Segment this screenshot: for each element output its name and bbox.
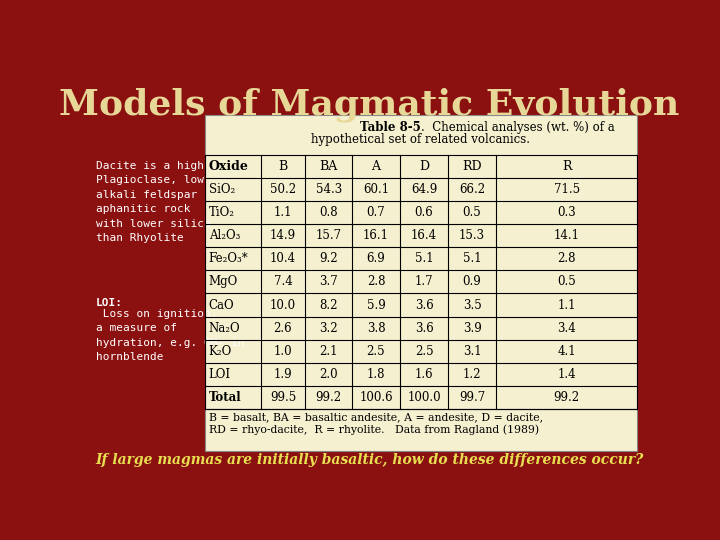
Text: 16.1: 16.1 [363,230,389,242]
Text: 2.5: 2.5 [366,345,385,357]
Text: 3.4: 3.4 [557,322,576,335]
Text: 1.7: 1.7 [415,275,433,288]
Text: Models of Magmatic Evolution: Models of Magmatic Evolution [59,88,679,123]
Text: Total: Total [209,391,241,404]
Text: 15.3: 15.3 [459,230,485,242]
Text: 2.0: 2.0 [320,368,338,381]
Text: LOI:: LOI: [96,298,123,308]
Text: 100.0: 100.0 [408,391,441,404]
Text: 3.8: 3.8 [366,322,385,335]
Text: Na₂O: Na₂O [209,322,240,335]
Text: 1.1: 1.1 [557,299,576,312]
Text: Al₂O₃: Al₂O₃ [209,230,240,242]
Text: .  Chemical analyses (wt. %) of a: . Chemical analyses (wt. %) of a [421,121,615,134]
Text: 0.5: 0.5 [463,206,482,219]
Text: Dacite is a high
Plagioclase, low
alkali feldspar
aphanitic rock
with lower sili: Dacite is a high Plagioclase, low alkali… [96,161,211,243]
Text: 3.6: 3.6 [415,322,433,335]
Text: 0.7: 0.7 [366,206,385,219]
Text: CaO: CaO [209,299,234,312]
Text: K₂O: K₂O [209,345,232,357]
Text: 99.2: 99.2 [315,391,342,404]
Text: MgO: MgO [209,275,238,288]
Text: 3.7: 3.7 [320,275,338,288]
Text: 9.2: 9.2 [320,252,338,265]
Text: Fe₂O₃*: Fe₂O₃* [209,252,248,265]
Text: 3.1: 3.1 [463,345,482,357]
Text: 10.4: 10.4 [270,252,296,265]
Text: 1.1: 1.1 [274,206,292,219]
Text: SiO₂: SiO₂ [209,183,235,196]
Text: 3.6: 3.6 [415,299,433,312]
Text: 0.5: 0.5 [557,275,576,288]
Text: B: B [279,160,287,173]
Text: 15.7: 15.7 [315,230,342,242]
Text: 8.2: 8.2 [320,299,338,312]
Text: 1.4: 1.4 [557,368,576,381]
Text: 1.9: 1.9 [274,368,292,381]
Text: 10.0: 10.0 [270,299,296,312]
Text: 60.1: 60.1 [363,183,389,196]
Text: 1.2: 1.2 [463,368,482,381]
Text: RD = rhyo-dacite,  R = rhyolite.   Data from Ragland (1989): RD = rhyo-dacite, R = rhyolite. Data fro… [209,424,539,435]
Text: B = basalt, BA = basaltic andesite, A = andesite, D = dacite,: B = basalt, BA = basaltic andesite, A = … [209,412,543,422]
Text: 3.2: 3.2 [320,322,338,335]
Text: 16.4: 16.4 [411,230,437,242]
Text: 0.3: 0.3 [557,206,576,219]
Text: 100.6: 100.6 [359,391,393,404]
FancyBboxPatch shape [204,115,637,451]
Text: 1.6: 1.6 [415,368,433,381]
Text: Loss on ignition,
a measure of
hydration, e.g. OH- in
hornblende: Loss on ignition, a measure of hydration… [96,309,245,362]
Text: 99.5: 99.5 [270,391,296,404]
Text: D: D [419,160,429,173]
Text: R: R [562,160,572,173]
Text: TiO₂: TiO₂ [209,206,235,219]
Text: 50.2: 50.2 [270,183,296,196]
Text: 71.5: 71.5 [554,183,580,196]
Text: 0.9: 0.9 [463,275,482,288]
Text: 2.5: 2.5 [415,345,433,357]
Text: 2.8: 2.8 [557,252,576,265]
Text: 0.8: 0.8 [320,206,338,219]
Text: 2.1: 2.1 [320,345,338,357]
Text: 14.9: 14.9 [270,230,296,242]
Text: LOI: LOI [209,368,230,381]
Text: 1.8: 1.8 [366,368,385,381]
Text: 3.5: 3.5 [463,299,482,312]
Text: 5.9: 5.9 [366,299,385,312]
Text: 2.8: 2.8 [366,275,385,288]
Text: 6.9: 6.9 [366,252,385,265]
Text: A: A [372,160,380,173]
Text: 2.6: 2.6 [274,322,292,335]
Text: Oxide: Oxide [209,160,248,173]
Text: 14.1: 14.1 [554,230,580,242]
Text: 3.9: 3.9 [463,322,482,335]
Text: 5.1: 5.1 [463,252,482,265]
Text: 54.3: 54.3 [315,183,342,196]
Text: 4.1: 4.1 [557,345,576,357]
Text: 1.0: 1.0 [274,345,292,357]
Text: 99.2: 99.2 [554,391,580,404]
Text: 7.4: 7.4 [274,275,292,288]
Text: 5.1: 5.1 [415,252,433,265]
Text: If large magmas are initially basaltic, how do these differences occur?: If large magmas are initially basaltic, … [95,453,643,467]
Text: Table 8-5: Table 8-5 [360,121,421,134]
Text: hypothetical set of related volcanics.: hypothetical set of related volcanics. [312,132,531,146]
Text: BA: BA [320,160,338,173]
Text: 66.2: 66.2 [459,183,485,196]
Text: 64.9: 64.9 [411,183,437,196]
Text: 0.6: 0.6 [415,206,433,219]
Text: 99.7: 99.7 [459,391,485,404]
Text: RD: RD [462,160,482,173]
